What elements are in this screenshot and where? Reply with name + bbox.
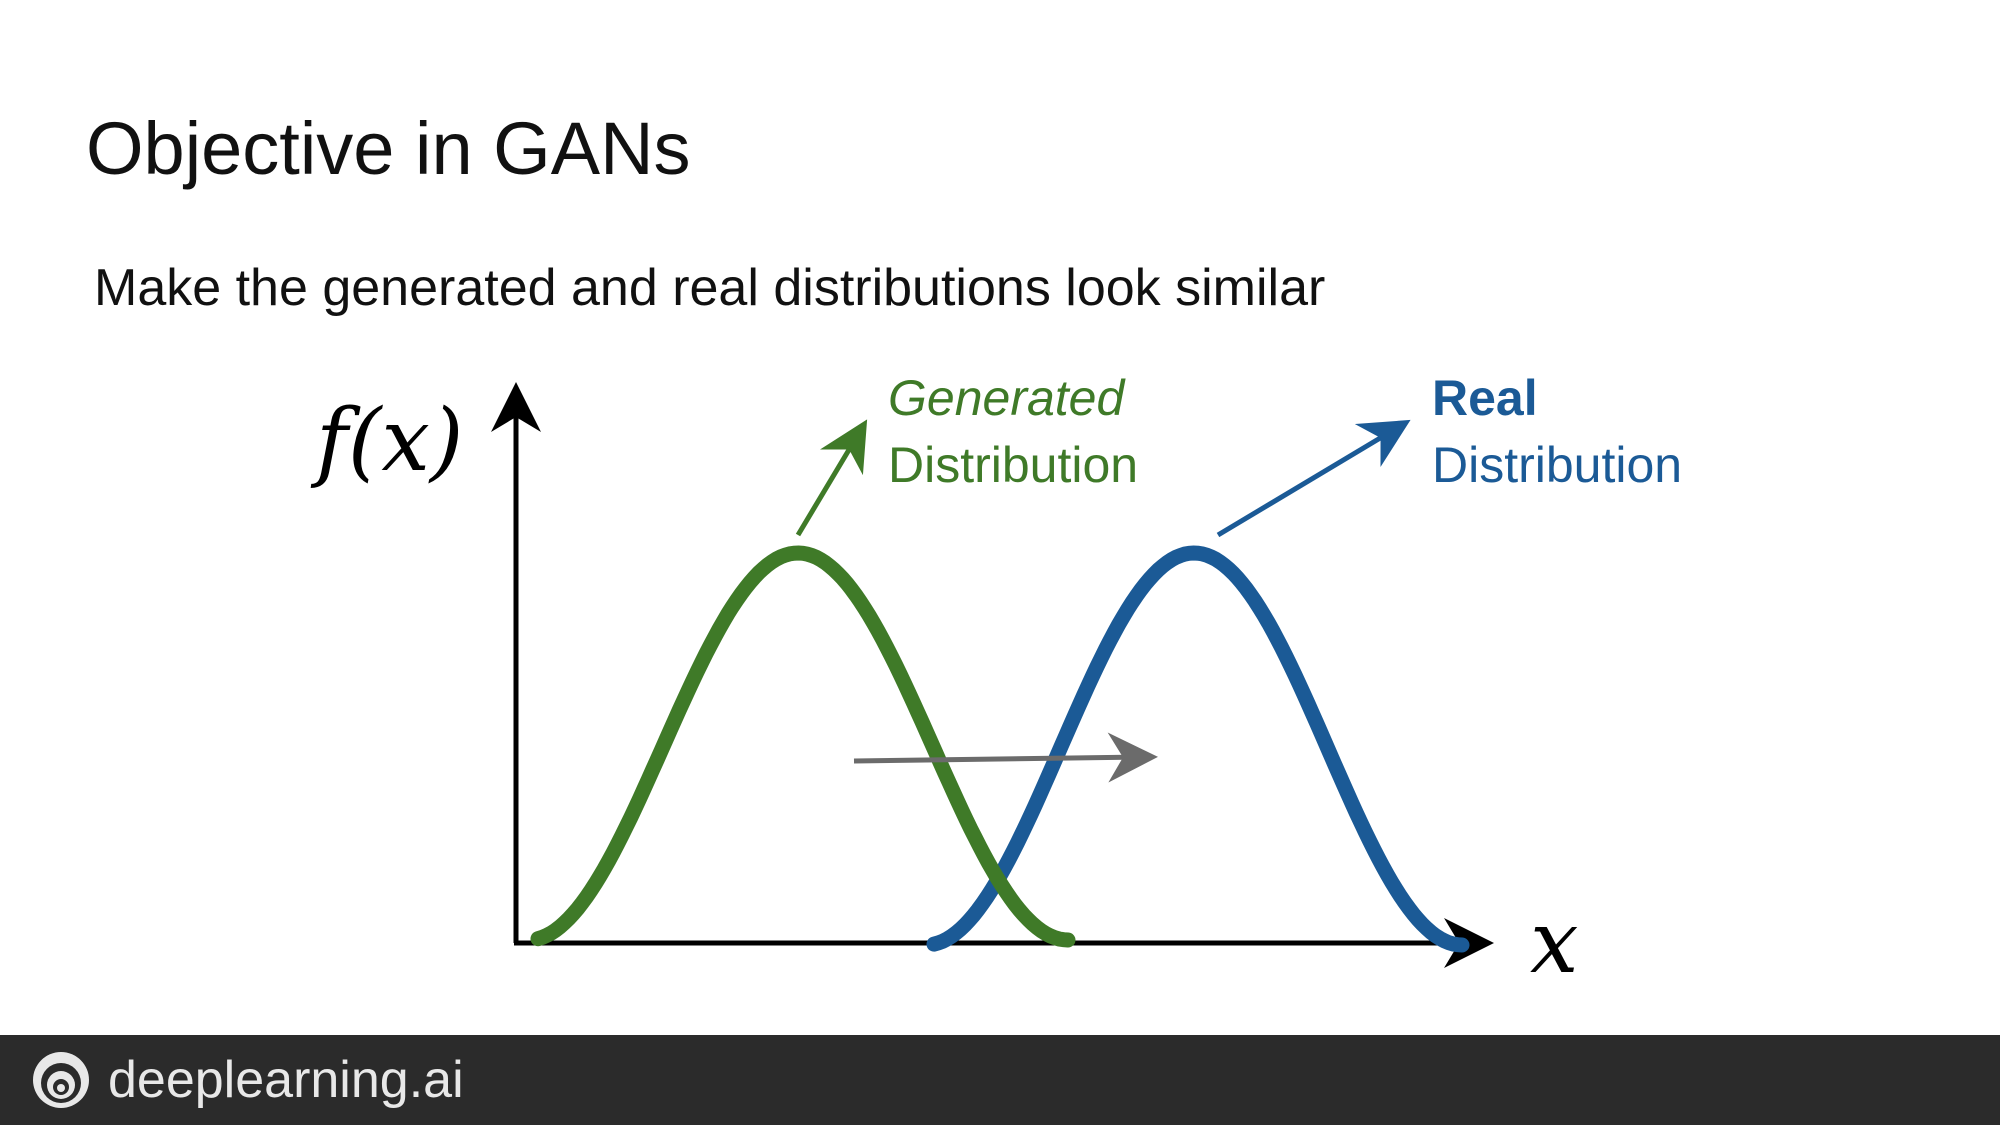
generated-distribution-curve	[530, 545, 1076, 948]
generated-label-line2: Distribution	[888, 437, 1138, 493]
brand-name: deeplearning.ai	[108, 1051, 464, 1109]
generated-label-line1: Generated	[888, 370, 1126, 426]
footer-bar: deeplearning.ai	[0, 1035, 2000, 1125]
x-axis-label: x	[1530, 893, 1579, 993]
shift-arrow	[853, 732, 1158, 783]
distribution-diagram: f(x) x Generated Distribution Real Distr…	[310, 370, 1682, 993]
generated-pointer-arrow	[795, 419, 868, 537]
real-distribution-curve	[926, 545, 1470, 953]
real-label-line1: Real	[1432, 370, 1538, 426]
brand[interactable]: deeplearning.ai	[30, 1035, 464, 1125]
real-pointer-arrow	[1216, 419, 1411, 538]
deeplearning-logo-icon	[33, 1052, 89, 1108]
slide-subtitle: Make the generated and real distribution…	[94, 259, 1326, 317]
slide-title: Objective in GANs	[86, 107, 691, 190]
y-axis-label: f(x)	[310, 391, 463, 491]
real-label-line2: Distribution	[1432, 437, 1682, 493]
